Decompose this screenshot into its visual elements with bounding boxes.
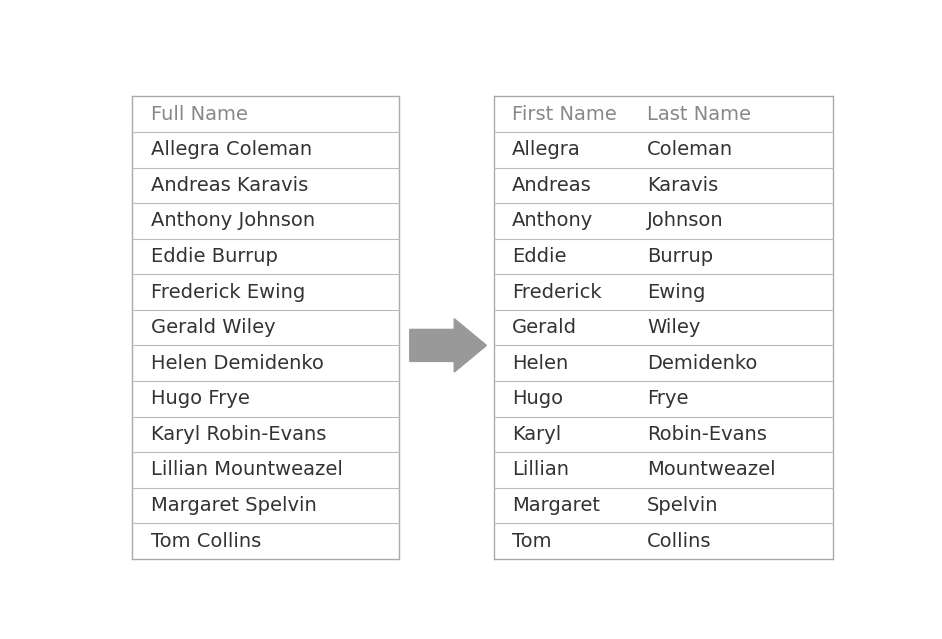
- Text: Allegra: Allegra: [512, 140, 580, 159]
- Text: Burrup: Burrup: [647, 247, 713, 266]
- Text: Andreas Karavis: Andreas Karavis: [151, 176, 308, 195]
- Text: Eddie Burrup: Eddie Burrup: [151, 247, 278, 266]
- Text: Lillian Mountweazel: Lillian Mountweazel: [151, 461, 343, 479]
- Text: Tom Collins: Tom Collins: [151, 532, 261, 551]
- Text: Full Name: Full Name: [151, 105, 248, 124]
- Text: Johnson: Johnson: [647, 212, 723, 231]
- Text: Robin-Evans: Robin-Evans: [647, 425, 767, 444]
- Text: Frye: Frye: [647, 389, 689, 408]
- Text: Margaret: Margaret: [512, 496, 600, 515]
- Text: Mountweazel: Mountweazel: [647, 461, 775, 479]
- Text: Anthony Johnson: Anthony Johnson: [151, 212, 315, 231]
- Text: Hugo: Hugo: [512, 389, 563, 408]
- FancyArrow shape: [410, 319, 486, 372]
- Text: Lillian: Lillian: [512, 461, 569, 479]
- Text: Andreas: Andreas: [512, 176, 592, 195]
- Text: Coleman: Coleman: [647, 140, 733, 159]
- Text: First Name: First Name: [512, 105, 617, 124]
- Text: Eddie: Eddie: [512, 247, 566, 266]
- Text: Karyl Robin-Evans: Karyl Robin-Evans: [151, 425, 326, 444]
- Text: Hugo Frye: Hugo Frye: [151, 389, 250, 408]
- Text: Wiley: Wiley: [647, 318, 701, 337]
- Text: Demidenko: Demidenko: [647, 354, 757, 373]
- Text: Last Name: Last Name: [647, 105, 751, 124]
- Text: Karyl: Karyl: [512, 425, 561, 444]
- Text: Frederick Ewing: Frederick Ewing: [151, 282, 305, 302]
- Text: Gerald Wiley: Gerald Wiley: [151, 318, 275, 337]
- Text: Anthony: Anthony: [512, 212, 593, 231]
- Text: Margaret Spelvin: Margaret Spelvin: [151, 496, 317, 515]
- Text: Gerald: Gerald: [512, 318, 577, 337]
- Text: Karavis: Karavis: [647, 176, 719, 195]
- Text: Spelvin: Spelvin: [647, 496, 719, 515]
- Text: Ewing: Ewing: [647, 282, 706, 302]
- Text: Helen: Helen: [512, 354, 568, 373]
- Text: Collins: Collins: [647, 532, 711, 551]
- Text: Helen Demidenko: Helen Demidenko: [151, 354, 323, 373]
- Text: Frederick: Frederick: [512, 282, 602, 302]
- Text: Tom: Tom: [512, 532, 551, 551]
- Text: Allegra Coleman: Allegra Coleman: [151, 140, 312, 159]
